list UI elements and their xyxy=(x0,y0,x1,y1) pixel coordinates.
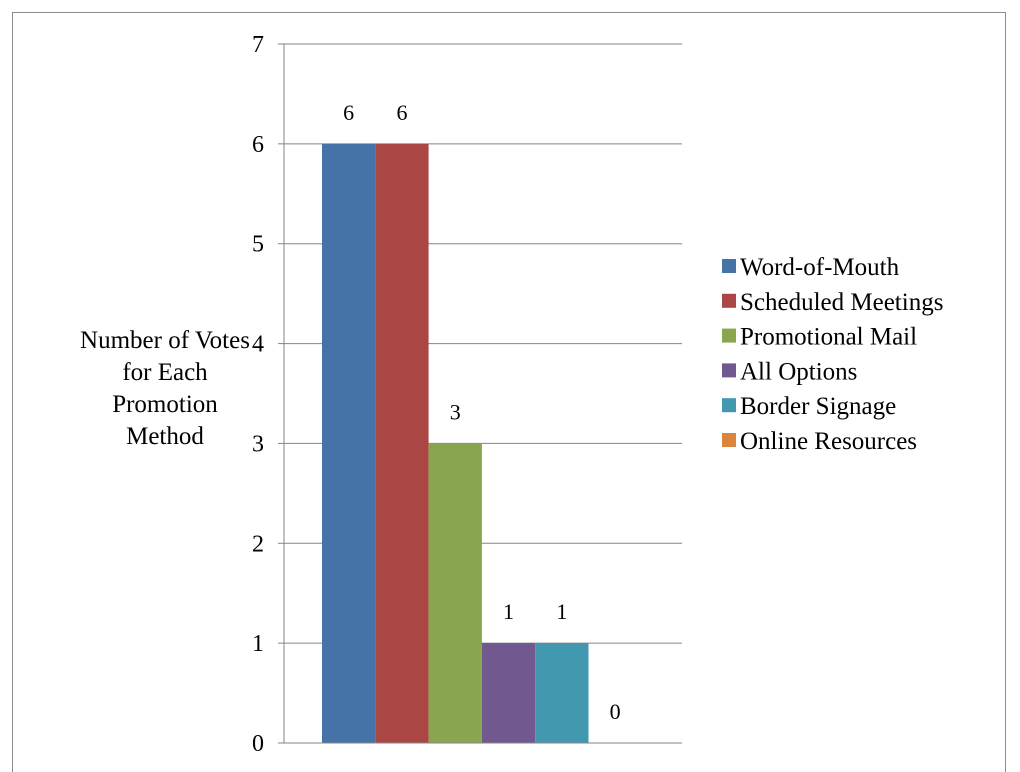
legend-entry: Scheduled Meetings xyxy=(740,289,943,316)
legend-entry: Promotional Mail xyxy=(740,324,917,351)
data-label: 6 xyxy=(343,100,354,125)
axes xyxy=(283,44,682,744)
bar-all-options xyxy=(481,643,536,743)
data-labels: 6 6 3 1 1 0 xyxy=(343,100,621,724)
data-label: 0 xyxy=(610,699,621,724)
bar-scheduled-meetings xyxy=(375,143,429,743)
legend-swatch xyxy=(722,293,736,308)
legend-swatch xyxy=(722,363,736,378)
bar-border-signage xyxy=(535,643,589,743)
y-tick-label: 7 xyxy=(252,32,264,58)
y-tick-label: 3 xyxy=(252,431,264,457)
legend-entry: Border Signage xyxy=(740,393,896,420)
y-tick-label: 6 xyxy=(252,132,264,158)
legend-swatch xyxy=(722,328,736,343)
y-tick-label: 1 xyxy=(252,631,264,657)
data-label: 6 xyxy=(396,100,407,125)
legend-swatch xyxy=(722,433,736,447)
y-tick-label: 2 xyxy=(252,531,264,557)
data-label: 1 xyxy=(503,599,514,624)
y-tick-labels: 0 1 2 3 4 5 6 7 xyxy=(252,32,284,757)
bar-promotional-mail xyxy=(428,443,482,743)
data-label: 1 xyxy=(556,599,567,624)
legend-entry: All Options xyxy=(740,358,857,385)
y-tick-label: 5 xyxy=(252,232,264,258)
chart-frame xyxy=(12,12,1006,772)
legend-swatch xyxy=(722,398,736,413)
legend-entry: Word-of-Mouth xyxy=(740,254,900,281)
data-label: 3 xyxy=(450,399,461,424)
legend-swatch xyxy=(722,259,736,273)
legend: Word-of-Mouth Scheduled Meetings Promotion… xyxy=(722,254,943,455)
legend-entry: Online Resources xyxy=(740,428,917,455)
y-tick-label: 4 xyxy=(252,332,264,358)
bars xyxy=(322,143,589,743)
y-axis-label: Number of Votes for Each Promotion Metho… xyxy=(80,327,250,450)
bar-word-of-mouth xyxy=(322,143,376,743)
y-tick-label: 0 xyxy=(252,731,264,757)
